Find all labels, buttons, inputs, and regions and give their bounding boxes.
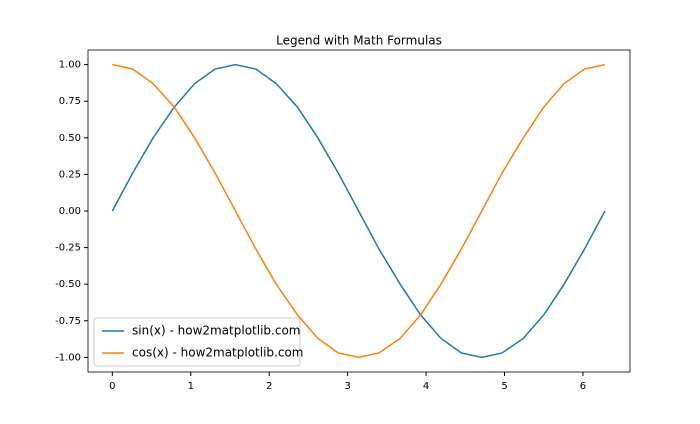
x-tick-label: 0 <box>109 381 115 392</box>
y-tick-label: -0.25 <box>55 243 81 254</box>
legend-box <box>93 317 301 367</box>
legend-label: cos(x) - how2matplotlib.com <box>132 346 304 360</box>
y-tick-label: 0.00 <box>59 206 81 217</box>
series-line <box>112 63 606 359</box>
x-tick-label: 6 <box>580 381 586 392</box>
y-tick-label: -1.00 <box>55 352 81 363</box>
y-tick-label: 0.50 <box>59 133 81 144</box>
y-tick-label: -0.75 <box>55 316 81 327</box>
chart-title: Legend with Math Formulas <box>276 34 442 48</box>
x-tick-label: 2 <box>266 381 272 392</box>
y-tick-label: 0.75 <box>59 96 81 107</box>
series-line <box>111 63 606 359</box>
x-tick-label: 5 <box>501 381 507 392</box>
y-tick-label: 1.00 <box>59 60 81 71</box>
plot-frame <box>87 49 631 373</box>
y-tick-label: 0.25 <box>59 169 81 180</box>
x-tick-label: 3 <box>344 381 350 392</box>
legend-label: sin(x) - how2matplotlib.com <box>132 324 301 338</box>
x-tick-label: 4 <box>423 381 429 392</box>
y-tick-label: -0.50 <box>55 279 81 290</box>
x-tick-label: 1 <box>188 381 194 392</box>
